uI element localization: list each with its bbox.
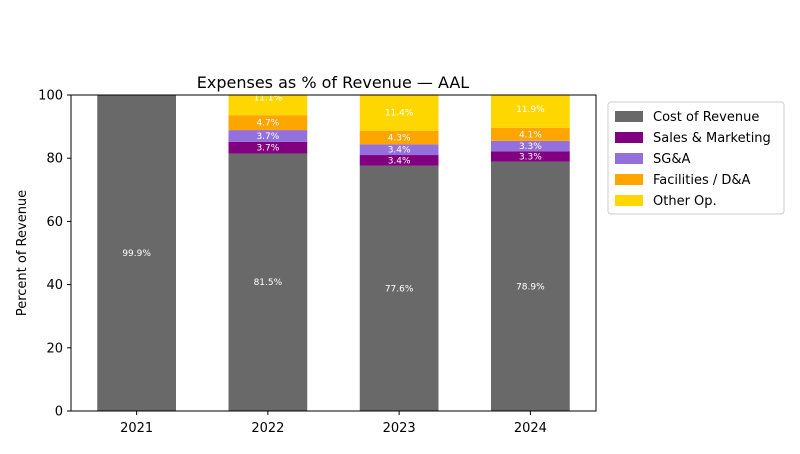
y-tick-label: 100 (38, 89, 63, 104)
legend-label-cost-of-revenue: Cost of Revenue (653, 110, 759, 125)
legend-label-sg-a: SG&A (653, 152, 690, 167)
legend-swatch-sg-a (615, 153, 643, 164)
data-label-cost-of-revenue-2021: 99.9% (122, 249, 151, 259)
data-label-sg-a-2023: 3.4% (388, 146, 411, 156)
x-tick-label: 2021 (120, 421, 153, 436)
bar-sg-a-2022 (228, 130, 308, 142)
data-label-sales-marketing-2024: 3.3% (519, 152, 542, 162)
bar-facilities-d-a-2022 (228, 115, 308, 131)
y-tick-label: 60 (46, 215, 63, 230)
data-label-sales-marketing-2023: 3.4% (388, 156, 411, 166)
data-label-cost-of-revenue-2023: 77.6% (385, 284, 414, 294)
data-label-sales-marketing-2022: 3.7% (256, 144, 279, 154)
bar-sg-a-2023 (359, 144, 439, 156)
data-label-sg-a-2024: 3.3% (519, 142, 542, 152)
y-axis-label: Percent of Revenue (15, 190, 30, 316)
bar-sales-marketing-2022 (228, 141, 308, 154)
data-label-other-op-2022: 11.1% (254, 94, 283, 104)
x-tick-label: 2022 (251, 421, 284, 436)
legend-label-sales-marketing: Sales & Marketing (653, 131, 771, 146)
bar-cost-of-revenue-2022 (228, 153, 308, 411)
data-label-facilities-d-a-2024: 4.1% (519, 130, 542, 140)
data-label-sg-a-2022: 3.7% (256, 132, 279, 142)
legend-label-facilities-d-a: Facilities / D&A (653, 173, 751, 188)
bar-other-op-2024 (491, 95, 570, 128)
y-tick-label: 40 (46, 278, 63, 293)
bar-facilities-d-a-2023 (359, 130, 439, 145)
bar-other-op-2022 (228, 95, 308, 116)
bar-sg-a-2024 (491, 140, 570, 152)
legend-label-other-op: Other Op. (653, 194, 717, 209)
bar-other-op-2023 (359, 95, 439, 131)
chart-title: Expenses as % of Revenue — AAL (197, 73, 470, 92)
bar-sales-marketing-2023 (359, 155, 439, 166)
legend-swatch-facilities-d-a (615, 174, 643, 185)
data-label-facilities-d-a-2023: 4.3% (388, 134, 411, 144)
x-tick-label: 2024 (514, 421, 547, 436)
data-label-other-op-2023: 11.4% (385, 109, 414, 119)
legend-swatch-other-op (615, 195, 643, 206)
data-labels-layer: 99.9% 81.5% 3.7% 3.7% 4.7% 11.1% 77.6% 3.4%3.4%… (122, 94, 545, 295)
data-label-cost-of-revenue-2022: 81.5% (254, 278, 283, 288)
bar-cost-of-revenue-2021 (97, 95, 176, 411)
legend-swatch-cost-of-revenue (615, 111, 643, 122)
axes-layer: 0 20 40 60 80 100 2021 2022 2023 2024 (38, 89, 597, 436)
data-label-facilities-d-a-2022: 4.7% (256, 119, 279, 129)
legend-swatch-sales-marketing (615, 132, 643, 143)
y-tick-label: 80 (46, 152, 63, 167)
legend-box (607, 101, 785, 215)
bar-cost-of-revenue-2023 (359, 165, 439, 411)
legend: Cost of Revenue Sales & Marketing SG&A Faci… (607, 101, 785, 215)
bar-cost-of-revenue-2024 (491, 161, 570, 411)
bar-sales-marketing-2024 (491, 151, 570, 162)
plot-frame (70, 94, 597, 412)
bar-facilities-d-a-2024 (491, 127, 570, 141)
data-label-other-op-2024: 11.9% (516, 105, 545, 115)
x-tick-label: 2023 (383, 421, 416, 436)
data-label-cost-of-revenue-2024: 78.9% (516, 282, 545, 292)
y-tick-label: 20 (46, 341, 63, 356)
bars-layer (97, 95, 570, 411)
y-tick-label: 0 (55, 405, 63, 420)
